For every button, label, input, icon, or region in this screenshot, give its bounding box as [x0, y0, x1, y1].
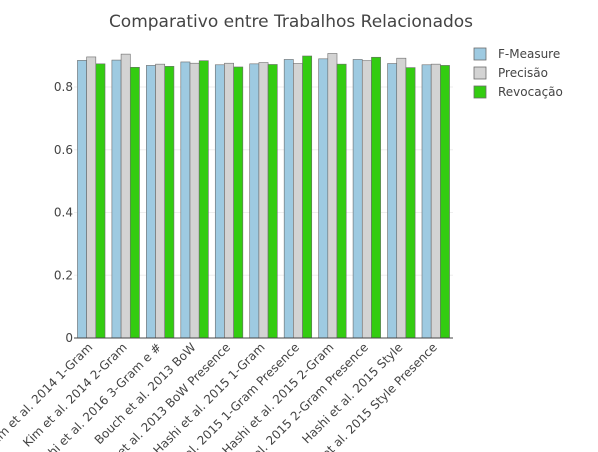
y-tick-label: 0.8: [54, 80, 73, 94]
chart-title: Comparativo entre Trabalhos Relacionados: [109, 12, 473, 32]
bar-f-measure[interactable]: [249, 63, 260, 339]
y-tick-label: 0: [65, 331, 73, 345]
legend[interactable]: F-Measure Precisão Revocação: [473, 47, 563, 99]
bar-precis-o[interactable]: [224, 62, 234, 339]
bar-precis-o[interactable]: [258, 62, 269, 339]
legend-label[interactable]: Precisão: [498, 66, 548, 80]
bar-precis-o[interactable]: [155, 63, 166, 339]
bar-f-measure[interactable]: [214, 64, 225, 339]
bar-revoca-o[interactable]: [164, 66, 175, 339]
legend-swatch[interactable]: [473, 47, 487, 61]
bar-revoca-o[interactable]: [405, 67, 416, 339]
bar-precis-o[interactable]: [293, 63, 303, 339]
bar-precis-o[interactable]: [361, 60, 372, 339]
bar-precis-o[interactable]: [86, 56, 97, 339]
y-tick-label: 0.6: [54, 143, 73, 157]
y-tick-label: 0.2: [54, 268, 73, 282]
bar-revoca-o[interactable]: [371, 56, 381, 339]
bar-f-measure[interactable]: [352, 59, 363, 339]
bar-revoca-o[interactable]: [302, 55, 313, 339]
y-tick-label: 0.4: [54, 206, 73, 220]
bar-f-measure[interactable]: [180, 61, 191, 339]
bar-f-measure[interactable]: [146, 65, 156, 339]
bar-revoca-o[interactable]: [267, 64, 278, 339]
bar-revoca-o[interactable]: [198, 60, 209, 339]
y-axis-ticks: 0 0.2 0.4 0.6 0.8: [54, 80, 73, 345]
bar-precis-o[interactable]: [189, 62, 200, 339]
bars: [77, 53, 450, 339]
bar-revoca-o[interactable]: [95, 63, 106, 339]
bar-f-measure[interactable]: [111, 59, 122, 339]
bar-f-measure[interactable]: [421, 64, 432, 339]
bar-precis-o[interactable]: [120, 53, 131, 339]
bar-revoca-o[interactable]: [233, 66, 244, 339]
bar-f-measure[interactable]: [77, 60, 87, 339]
legend-swatch[interactable]: [473, 85, 487, 99]
bar-revoca-o[interactable]: [440, 65, 450, 339]
bar-f-measure[interactable]: [318, 58, 329, 339]
bar-revoca-o[interactable]: [129, 66, 140, 339]
bar-f-measure[interactable]: [283, 59, 294, 339]
legend-swatch[interactable]: [473, 66, 487, 80]
legend-label[interactable]: Revocação: [498, 85, 563, 99]
bar-precis-o[interactable]: [396, 57, 407, 339]
bar-precis-o[interactable]: [430, 63, 441, 339]
bar-precis-o[interactable]: [327, 53, 338, 339]
bar-f-measure[interactable]: [387, 63, 398, 339]
legend-label[interactable]: F-Measure: [498, 47, 560, 61]
bar-revoca-o[interactable]: [336, 63, 347, 339]
